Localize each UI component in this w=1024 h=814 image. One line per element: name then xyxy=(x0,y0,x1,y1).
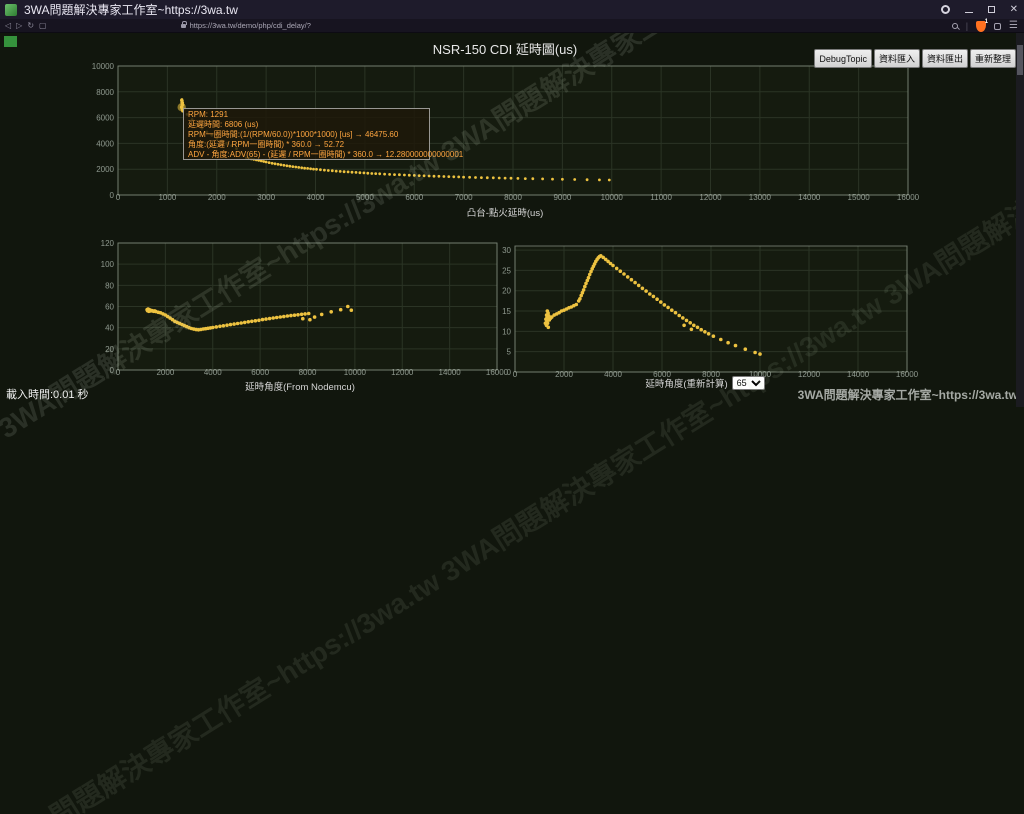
maximize-button[interactable] xyxy=(987,6,995,13)
profile-icon[interactable] xyxy=(940,5,950,14)
close-button[interactable]: ✕ xyxy=(1009,3,1018,15)
forward-button[interactable]: ▷ xyxy=(16,20,23,30)
svg-text:0: 0 xyxy=(116,368,121,377)
svg-text:2000: 2000 xyxy=(96,165,114,174)
debug-topic-button[interactable]: DebugTopic xyxy=(814,49,872,68)
lock-icon xyxy=(180,20,187,28)
nodemcu-chart-xlabel: 延時角度(From Nodemcu) xyxy=(245,382,355,393)
svg-text:100: 100 xyxy=(101,260,115,269)
svg-text:4000: 4000 xyxy=(204,368,222,377)
svg-text:40: 40 xyxy=(105,324,114,333)
svg-text:10000: 10000 xyxy=(344,368,367,377)
svg-text:6000: 6000 xyxy=(96,114,114,123)
svg-text:6000: 6000 xyxy=(251,368,269,377)
svg-text:10000: 10000 xyxy=(749,370,772,379)
toolbar-divider: | xyxy=(965,21,969,31)
svg-text:7000: 7000 xyxy=(455,193,473,202)
svg-text:12000: 12000 xyxy=(391,368,414,377)
data-export-button[interactable]: 資料匯出 xyxy=(921,49,968,68)
extensions-icon[interactable] xyxy=(994,22,1002,30)
svg-text:10000: 10000 xyxy=(92,63,115,71)
svg-text:2000: 2000 xyxy=(208,193,226,202)
svg-text:4000: 4000 xyxy=(307,193,325,202)
scrollbar-thumb[interactable] xyxy=(1017,45,1023,75)
svg-text:25: 25 xyxy=(502,266,511,275)
svg-text:16000: 16000 xyxy=(486,368,509,377)
bookmark-icon[interactable]: ▢ xyxy=(39,20,47,30)
svg-text:11000: 11000 xyxy=(650,193,672,202)
window-title: 3WA問題解決專家工作室~https://3wa.tw xyxy=(24,3,238,17)
menu-icon[interactable]: ☰ xyxy=(1009,20,1018,31)
svg-text:60: 60 xyxy=(105,303,114,312)
svg-text:5: 5 xyxy=(507,348,512,357)
svg-text:14000: 14000 xyxy=(798,193,821,202)
svg-text:15000: 15000 xyxy=(848,193,871,202)
svg-text:6000: 6000 xyxy=(653,370,671,379)
svg-text:0: 0 xyxy=(513,370,518,379)
window-titlebar: 3WA問題解決專家工作室~https://3wa.tw ✕ xyxy=(0,0,1024,19)
svg-text:8000: 8000 xyxy=(96,88,114,97)
load-time-label: 載入時間:0.01 秒 xyxy=(6,389,89,401)
svg-text:0: 0 xyxy=(110,366,115,375)
tooltip-delay: 延遲時間: 6806 (us) xyxy=(188,120,259,129)
svg-text:10: 10 xyxy=(502,327,511,336)
action-button-row: DebugTopic 資料匯入 資料匯出 重新整理 xyxy=(814,49,1016,68)
svg-text:20: 20 xyxy=(105,345,114,354)
svg-text:8000: 8000 xyxy=(702,370,720,379)
tooltip-rev-time: RPM一圈時間:(1/(RPM/60.0))*1000*1000) [us] →… xyxy=(188,130,399,139)
recalc-angle-chart[interactable]: 0 5 10 15 20 25 30 0 2000 4000 6000 8000 10000 12000 1… xyxy=(490,238,920,388)
main-chart-xlabel: 凸台-點火延時(us) xyxy=(466,208,544,219)
tooltip-rpm: RPM: 1291 xyxy=(188,110,229,119)
site-favicon xyxy=(5,3,17,16)
refresh-button[interactable]: 重新整理 xyxy=(969,49,1016,68)
svg-text:20: 20 xyxy=(502,287,511,296)
back-button[interactable]: ◁ xyxy=(5,20,12,30)
recalc-chart-xlabel: 延時角度(重新計算) xyxy=(645,379,728,390)
svg-text:0: 0 xyxy=(507,368,512,377)
url-bar[interactable]: https://3wa.tw/demo/php/cdi_delay/? xyxy=(189,21,311,30)
svg-text:10000: 10000 xyxy=(601,193,624,202)
page-title: NSR-150 CDI 延時圖(us) xyxy=(432,42,578,57)
svg-text:9000: 9000 xyxy=(553,193,571,202)
tooltip-angle: 角度:(延遲 / RPM一圈時間) * 360.0 → 52.72 xyxy=(188,140,345,149)
svg-text:6000: 6000 xyxy=(405,193,423,202)
svg-text:16000: 16000 xyxy=(897,193,920,202)
svg-text:80: 80 xyxy=(105,281,114,290)
svg-text:3000: 3000 xyxy=(257,193,275,202)
chart-tooltip: RPM: 1291 延遲時間: 6806 (us) RPM一圈時間:(1/(RP… xyxy=(183,108,464,160)
svg-text:120: 120 xyxy=(101,239,115,248)
svg-text:1000: 1000 xyxy=(158,193,176,202)
tooltip-adv-angle: ADV - 角度:ADV(65) - (延遲 / RPM一圈時間) * 360.… xyxy=(188,150,464,159)
svg-text:4000: 4000 xyxy=(604,370,622,379)
svg-text:15: 15 xyxy=(502,307,511,316)
svg-text:4000: 4000 xyxy=(96,139,114,148)
adblock-shield-icon[interactable]: 1 xyxy=(976,18,989,32)
search-icon[interactable] xyxy=(951,23,958,29)
svg-text:8000: 8000 xyxy=(299,368,317,377)
svg-text:16000: 16000 xyxy=(896,370,919,379)
svg-text:13000: 13000 xyxy=(749,193,772,202)
corner-artifact xyxy=(4,36,17,47)
svg-text:2000: 2000 xyxy=(156,368,174,377)
svg-text:14000: 14000 xyxy=(847,370,870,379)
recalc-chart-xlabel-row: 延時角度(重新計算) 65 xyxy=(490,376,920,390)
reload-button[interactable]: ↻ xyxy=(27,20,35,30)
page-scrollbar[interactable] xyxy=(1016,33,1024,407)
browser-toolbar: ◁ ▷ ↻ ▢ https://3wa.tw/demo/php/cdi_dela… xyxy=(0,19,1024,33)
svg-text:30: 30 xyxy=(502,246,511,255)
minimize-button[interactable] xyxy=(964,11,973,13)
svg-text:2000: 2000 xyxy=(555,370,573,379)
svg-text:12000: 12000 xyxy=(699,193,722,202)
shield-badge: 1 xyxy=(984,18,989,25)
svg-text:5000: 5000 xyxy=(356,193,374,202)
svg-text:0: 0 xyxy=(116,193,121,202)
svg-text:12000: 12000 xyxy=(798,370,821,379)
svg-text:8000: 8000 xyxy=(504,193,522,202)
svg-text:14000: 14000 xyxy=(439,368,462,377)
data-import-button[interactable]: 資料匯入 xyxy=(873,49,920,68)
svg-text:0: 0 xyxy=(110,191,115,200)
adv-angle-select[interactable]: 65 xyxy=(731,376,765,390)
